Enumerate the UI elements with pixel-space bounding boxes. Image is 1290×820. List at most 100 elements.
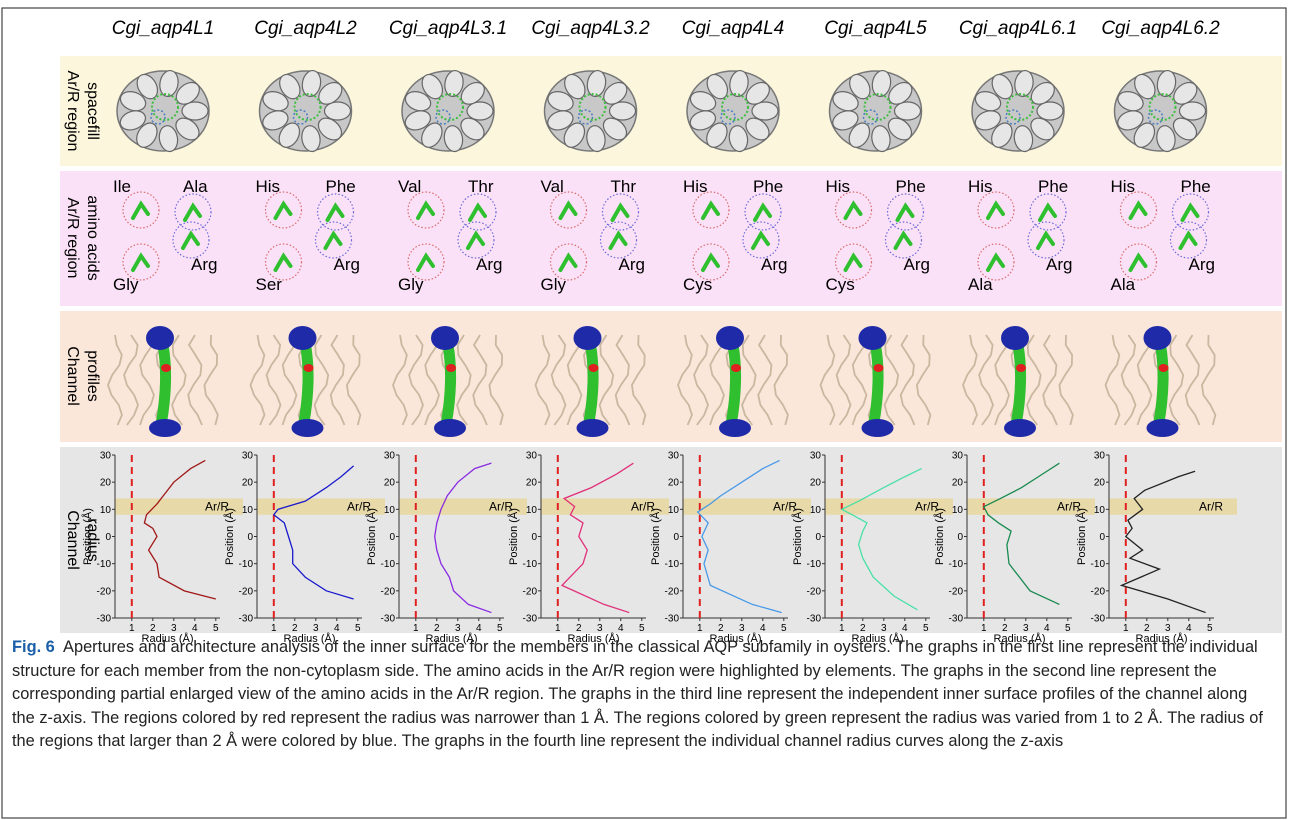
channel-vestibule: [862, 419, 894, 437]
y-tick-label: 0: [389, 532, 395, 543]
x-tick-label: 5: [639, 623, 645, 634]
amino-acid-label: Ile: [113, 177, 131, 196]
y-tick-label: 30: [100, 451, 112, 462]
amino-acid-label: Gly: [113, 275, 139, 294]
y-axis-label: Position (Å): [365, 508, 378, 565]
channel-vestibule: [574, 326, 602, 350]
constriction: [446, 364, 456, 372]
channel-tube: [874, 345, 879, 425]
channel-vestibule: [149, 419, 181, 437]
constriction: [304, 364, 314, 372]
y-tick-label: -10: [949, 559, 964, 570]
x-tick-label: 5: [213, 623, 219, 634]
y-tick-label: -20: [807, 586, 822, 597]
channel-tube: [446, 345, 451, 425]
amino-acid-label: His: [256, 177, 281, 196]
y-tick-label: 10: [242, 505, 254, 516]
channel-tube: [1016, 345, 1021, 425]
constriction: [731, 364, 741, 372]
helix: [1180, 102, 1206, 120]
y-tick-label: 10: [668, 505, 680, 516]
y-tick-label: -30: [807, 614, 822, 625]
y-tick-label: 20: [242, 478, 254, 489]
constriction: [1016, 364, 1026, 372]
y-tick-label: -20: [97, 586, 112, 597]
x-tick-label: 1: [129, 623, 135, 634]
y-tick-label: 20: [526, 478, 538, 489]
x-tick-label: 5: [781, 623, 787, 634]
y-tick-label: -30: [949, 614, 964, 625]
y-tick-label: 30: [384, 451, 396, 462]
row-label: Ar/R region: [64, 198, 81, 279]
helix: [895, 102, 921, 120]
column-header: Cgi_aqp4L3.1: [389, 18, 507, 39]
x-tick-label: 5: [355, 623, 361, 634]
y-tick-label: 20: [384, 478, 396, 489]
y-tick-label: 20: [668, 478, 680, 489]
helix: [467, 102, 493, 120]
y-tick-label: -10: [807, 559, 822, 570]
constriction: [1159, 364, 1169, 372]
channel-vestibule: [577, 419, 609, 437]
channel-vestibule: [1147, 419, 1179, 437]
row-bg: [60, 311, 1282, 442]
y-tick-label: 20: [1094, 478, 1106, 489]
x-tick-label: 5: [497, 623, 503, 634]
y-tick-label: -10: [239, 559, 254, 570]
y-axis-label: Position (Å): [791, 508, 804, 565]
y-axis-label: Position (Å): [1075, 508, 1088, 565]
caption-text: Apertures and architecture analysis of t…: [12, 638, 1263, 750]
channel-tube: [1159, 345, 1164, 425]
y-tick-label: 10: [1094, 505, 1106, 516]
constriction: [874, 364, 884, 372]
amino-acid-label: Phe: [1181, 177, 1211, 196]
band-label: Ar/R: [1199, 500, 1223, 514]
amino-acid-label: His: [968, 177, 993, 196]
channel-vestibule: [434, 419, 466, 437]
row-label: profiles: [84, 350, 101, 402]
amino-acid-label: His: [683, 177, 708, 196]
channel-tube: [161, 345, 166, 425]
helix: [610, 102, 636, 120]
y-tick-label: -10: [381, 559, 396, 570]
amino-acid-label: Arg: [334, 255, 360, 274]
x-tick-label: 5: [923, 623, 929, 634]
amino-acid-label: Cys: [683, 275, 712, 294]
x-tick-label: 1: [981, 623, 987, 634]
column-header: Cgi_aqp4L4: [682, 18, 784, 39]
y-tick-label: 0: [531, 532, 537, 543]
x-tick-label: 1: [839, 623, 845, 634]
y-axis-label: Position (Å): [223, 508, 236, 565]
y-tick-label: 30: [810, 451, 822, 462]
amino-acid-label: Arg: [1046, 255, 1072, 274]
channel-vestibule: [719, 419, 751, 437]
y-tick-label: 30: [242, 451, 254, 462]
row-label: Channel: [64, 346, 81, 406]
column-header: Cgi_aqp4L6.2: [1101, 18, 1220, 39]
amino-acid-label: Ala: [968, 275, 993, 294]
y-tick-label: 30: [526, 451, 538, 462]
amino-acid-label: Thr: [611, 177, 637, 196]
y-tick-label: 0: [105, 532, 111, 543]
y-tick-label: 0: [247, 532, 253, 543]
page: Cgi_aqp4L1Cgi_aqp4L2Cgi_aqp4L3.1Cgi_aqp4…: [0, 0, 1290, 820]
y-axis-label: Position (Å): [933, 508, 946, 565]
amino-acid-label: Phe: [1038, 177, 1068, 196]
y-tick-label: -20: [239, 586, 254, 597]
y-tick-label: 10: [526, 505, 538, 516]
helix: [1037, 102, 1063, 120]
y-tick-label: -20: [1091, 586, 1106, 597]
y-tick-label: -30: [381, 614, 396, 625]
constriction: [161, 364, 171, 372]
y-tick-label: -10: [665, 559, 680, 570]
row-bg: [60, 56, 1282, 166]
y-tick-label: -20: [381, 586, 396, 597]
y-tick-label: 30: [1094, 451, 1106, 462]
amino-acid-label: Ala: [183, 177, 208, 196]
y-tick-label: -30: [97, 614, 112, 625]
column-header: Cgi_aqp4L3.2: [531, 18, 650, 39]
x-tick-label: 1: [1123, 623, 1129, 634]
y-tick-label: -10: [523, 559, 538, 570]
amino-acid-label: Ser: [256, 275, 283, 294]
channel-vestibule: [1144, 326, 1172, 350]
